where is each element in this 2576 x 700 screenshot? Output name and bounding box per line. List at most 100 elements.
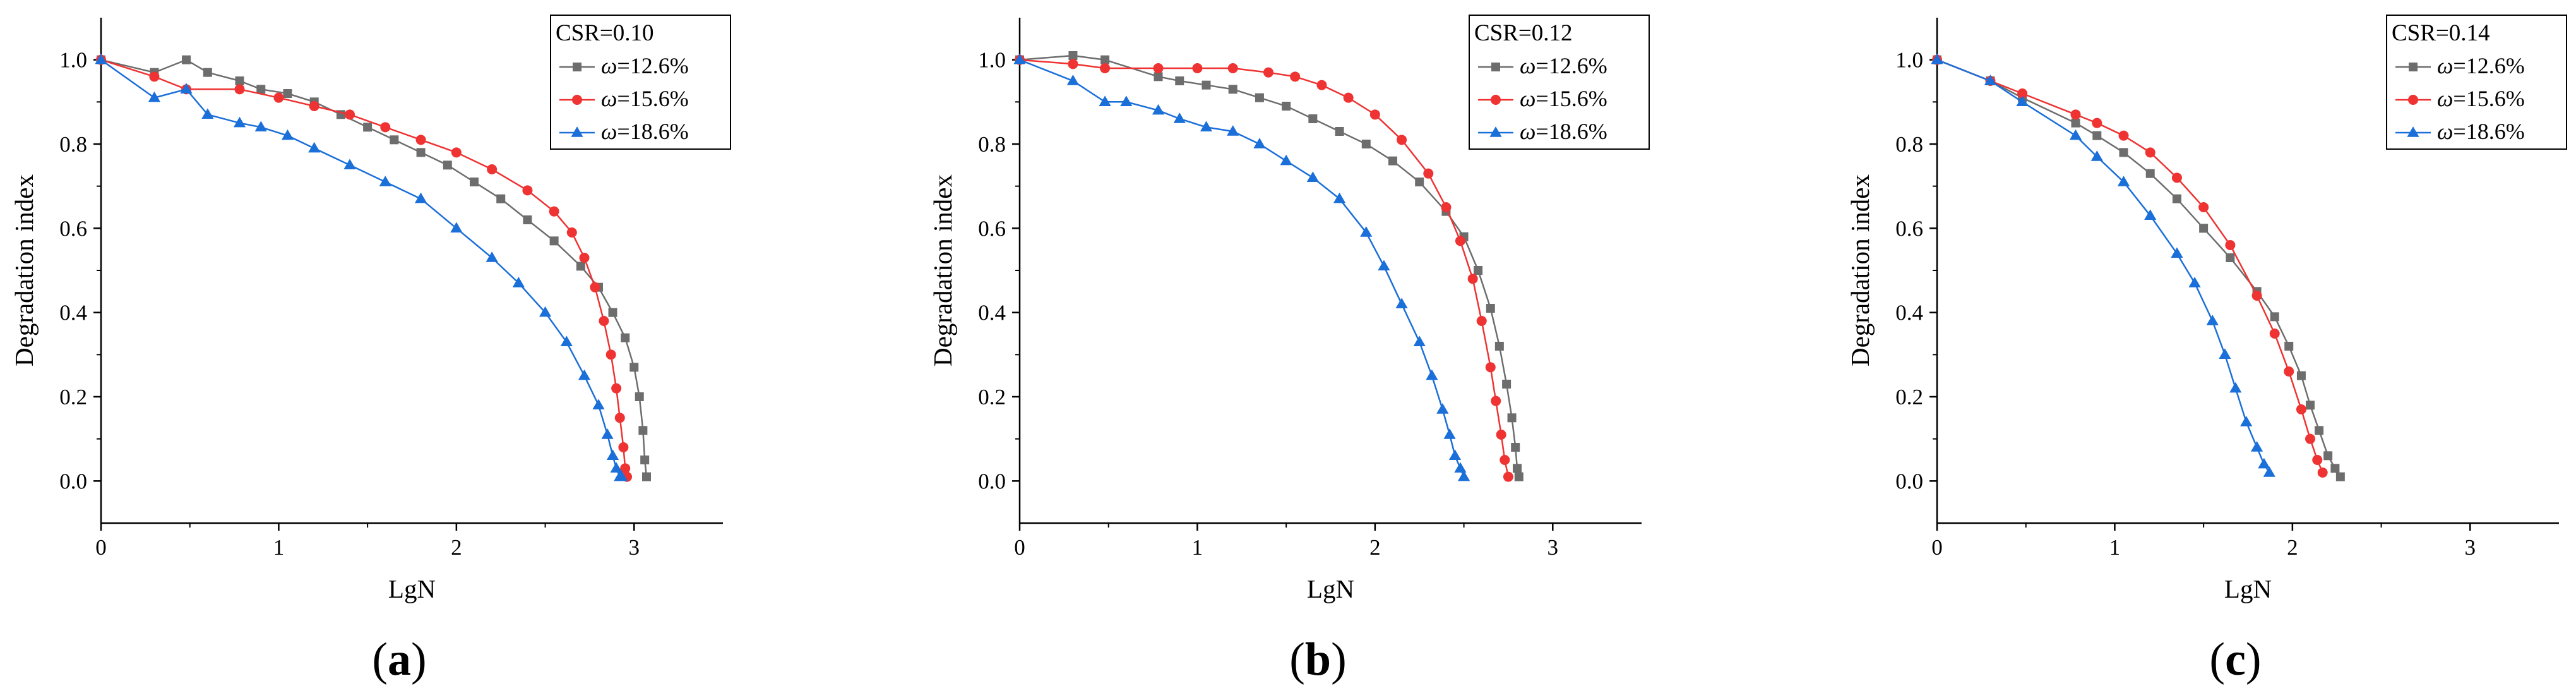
y-tick-label: 0.2 — [978, 385, 1006, 409]
data-point — [1413, 335, 1426, 347]
data-point — [638, 426, 648, 435]
data-point — [2219, 348, 2231, 359]
data-point — [2240, 416, 2253, 426]
data-point — [1507, 413, 1517, 423]
y-tick-label: 0.4 — [978, 301, 1006, 325]
data-point — [578, 369, 591, 380]
data-point — [1441, 202, 1452, 212]
legend-symbol: ω — [1520, 53, 1535, 78]
data-point — [2270, 312, 2279, 322]
data-point — [1263, 67, 1273, 78]
data-point — [1066, 75, 1080, 85]
data-point — [2251, 291, 2262, 301]
x-tick-label: 1 — [273, 535, 285, 560]
data-point — [203, 68, 212, 77]
data-point — [1282, 102, 1291, 111]
legend-entry: ω=15.6% — [2437, 86, 2525, 111]
data-point — [1503, 471, 1513, 482]
data-point — [1227, 125, 1239, 136]
chart-panel-b: 0 1 2 3 0.0 0.2 0.4 0.6 0.8 1.0 LgN Degradation ind… — [928, 15, 1650, 685]
data-point — [1474, 266, 1483, 275]
x-axis-title: LgN — [2224, 574, 2272, 603]
series-2 — [95, 53, 628, 481]
data-point — [1227, 63, 1238, 73]
data-point — [235, 76, 244, 85]
data-point — [640, 456, 650, 464]
data-point — [1496, 430, 1506, 440]
legend-value: =18.6% — [2453, 119, 2524, 144]
data-point — [1255, 93, 1264, 102]
y-tick-label: 0.4 — [59, 301, 87, 325]
y-tick-label: 0.8 — [1895, 132, 1923, 157]
data-point — [576, 262, 585, 271]
series-0 — [1933, 55, 2345, 481]
legend-value: =18.6% — [1535, 119, 1607, 144]
data-point — [1068, 59, 1078, 69]
legend-symbol: ω — [2437, 86, 2453, 111]
data-point — [487, 164, 498, 174]
data-point — [1120, 95, 1133, 107]
panel-label: (c) — [2209, 634, 2261, 685]
data-point — [1491, 395, 1501, 406]
data-point — [1397, 135, 1407, 145]
data-point — [1395, 298, 1408, 309]
data-point — [1486, 304, 1495, 313]
series-2 — [1013, 53, 1470, 481]
data-point — [1388, 156, 1397, 166]
data-point — [601, 428, 614, 439]
y-tick-label: 0.6 — [1895, 216, 1923, 241]
legend-entry: ω=15.6% — [601, 86, 689, 111]
data-point — [635, 392, 644, 401]
data-point — [2317, 468, 2328, 478]
data-point — [614, 413, 625, 423]
legend-box — [2386, 15, 2567, 150]
legend: CSR=0.10ω=12.6%ω=15.6%ω=18.6% — [550, 15, 731, 150]
data-point — [486, 251, 498, 262]
y-tick-label: 0.6 — [978, 216, 1006, 241]
legend-marker — [572, 95, 582, 105]
data-point — [1343, 92, 1354, 103]
data-point — [1333, 192, 1346, 203]
data-point — [606, 449, 619, 461]
data-point — [621, 333, 630, 342]
data-point — [1984, 75, 1997, 85]
legend-title: CSR=0.12 — [1474, 20, 1573, 46]
data-point — [579, 253, 590, 263]
data-point — [1378, 260, 1390, 271]
data-point — [2335, 472, 2345, 481]
data-point — [281, 129, 294, 140]
legend-symbol: ω — [2437, 53, 2453, 78]
data-point — [522, 185, 533, 196]
y-tick-label: 0.2 — [1895, 385, 1923, 409]
y-tick-label: 1.0 — [1895, 48, 1923, 73]
data-point — [379, 176, 391, 186]
data-point — [1448, 449, 1462, 461]
data-point — [2188, 277, 2201, 287]
legend-marker — [573, 63, 581, 71]
y-tick-label: 1.0 — [59, 48, 87, 73]
data-point — [1013, 53, 1026, 64]
y-axis-title: Degradation index — [9, 174, 39, 366]
data-point — [641, 472, 651, 481]
data-point — [592, 399, 605, 410]
y-tick-label: 1.0 — [978, 48, 1006, 73]
x-tick-label: 2 — [1369, 535, 1381, 560]
y-tick-label: 0.0 — [59, 469, 87, 493]
legend-value: =12.6% — [2453, 53, 2524, 78]
data-point — [1467, 274, 1478, 284]
data-point — [1154, 72, 1163, 81]
legend-entry: ω=12.6% — [601, 53, 689, 78]
data-point — [2269, 329, 2280, 339]
data-point — [1514, 472, 1524, 481]
chart-panel-c: 0 1 2 3 0.0 0.2 0.4 0.6 0.8 1.0 LgN Degradation ind… — [1846, 15, 2567, 685]
y-tick-label: 0.6 — [59, 216, 87, 241]
data-point — [148, 91, 161, 102]
x-tick-label: 3 — [2465, 535, 2476, 560]
data-point — [309, 101, 319, 111]
chart-panel-a: 0 1 2 3 0.0 0.2 0.4 0.6 0.8 1.0 LgN Degradation ind… — [9, 15, 731, 685]
data-point — [256, 85, 266, 94]
data-point — [549, 206, 559, 217]
legend-entry: ω=18.6% — [2437, 119, 2525, 144]
data-point — [363, 123, 373, 132]
